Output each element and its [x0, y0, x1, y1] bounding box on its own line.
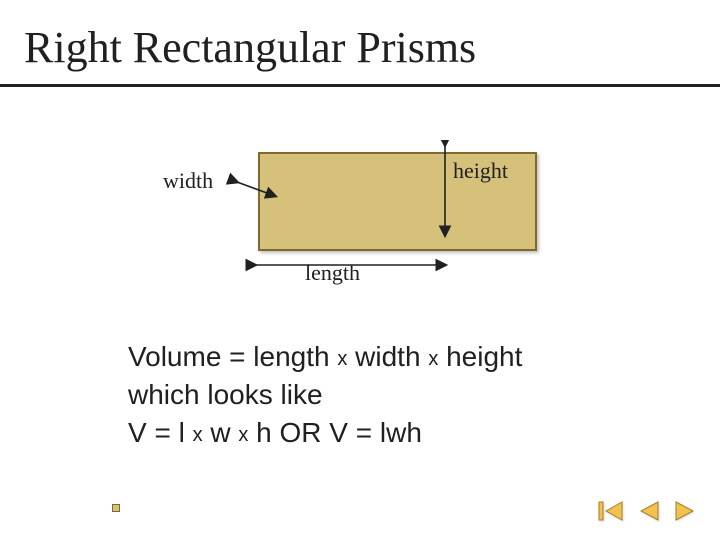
page-title: Right Rectangular Prisms: [24, 22, 476, 73]
times-glyph: x: [193, 424, 203, 446]
next-icon: [674, 500, 696, 522]
label-width: width: [163, 168, 213, 194]
prev-icon: [638, 500, 660, 522]
formula-block: Volume = length x width x height which l…: [128, 338, 648, 451]
text: w: [203, 417, 239, 448]
nav-controls: [598, 500, 696, 522]
text: Volume = length: [128, 341, 337, 372]
nav-next-button[interactable]: [674, 500, 696, 522]
formula-line-3: V = l x w x h OR V = lwh: [128, 414, 648, 452]
first-icon: [598, 500, 624, 522]
times-glyph: x: [238, 424, 248, 446]
label-height: height: [453, 158, 508, 184]
label-length: length: [305, 260, 360, 286]
text: V = l: [128, 417, 193, 448]
title-underline: [0, 84, 720, 87]
formula-line-1: Volume = length x width x height: [128, 338, 648, 376]
times-glyph: x: [337, 348, 347, 370]
formula-line-2: which looks like: [128, 376, 648, 414]
text: height: [438, 341, 522, 372]
times-glyph: x: [428, 348, 438, 370]
nav-prev-button[interactable]: [638, 500, 660, 522]
text: h OR V = lwh: [248, 417, 422, 448]
prism-diagram: width height length: [175, 140, 575, 310]
footer-decoration: [112, 504, 120, 512]
nav-first-button[interactable]: [598, 500, 624, 522]
slide: Right Rectangular Prisms width height le…: [0, 0, 720, 540]
text: width: [347, 341, 428, 372]
